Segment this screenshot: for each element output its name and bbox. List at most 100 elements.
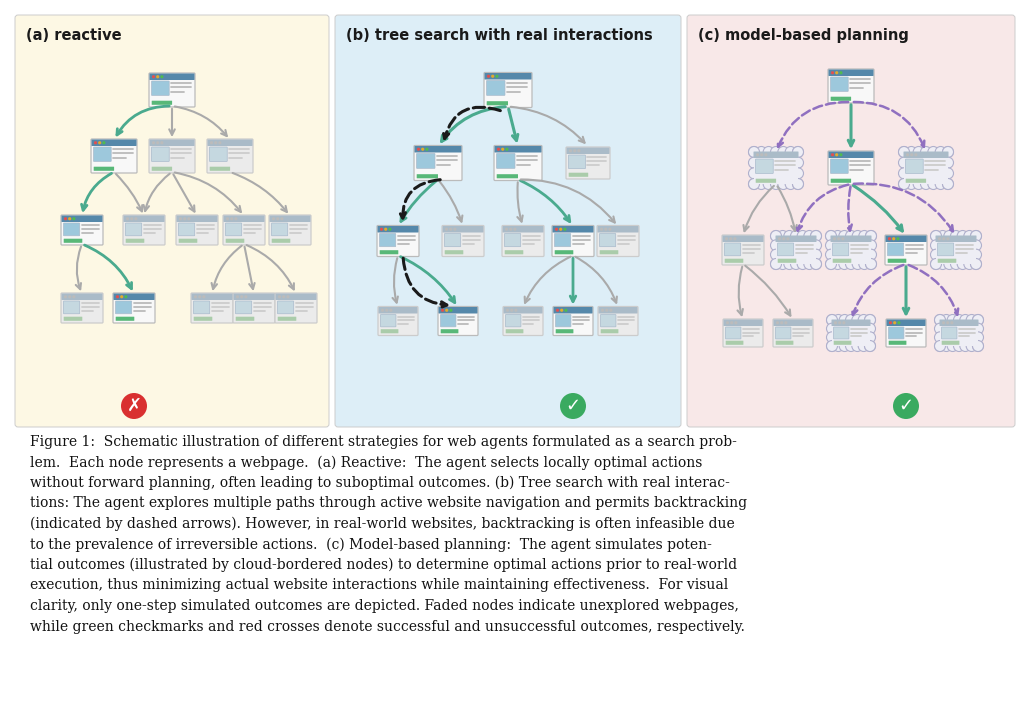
FancyBboxPatch shape — [554, 307, 593, 314]
Circle shape — [797, 259, 808, 270]
FancyBboxPatch shape — [725, 259, 743, 262]
Circle shape — [846, 231, 856, 241]
Circle shape — [944, 259, 954, 270]
Circle shape — [971, 231, 981, 241]
Circle shape — [505, 147, 509, 151]
Circle shape — [906, 153, 909, 156]
Text: ✓: ✓ — [898, 397, 913, 415]
FancyBboxPatch shape — [756, 159, 773, 174]
Circle shape — [121, 393, 147, 419]
FancyBboxPatch shape — [116, 317, 134, 321]
FancyBboxPatch shape — [178, 223, 195, 236]
Circle shape — [942, 147, 953, 158]
Circle shape — [749, 168, 760, 179]
Circle shape — [725, 237, 728, 240]
Circle shape — [506, 309, 509, 312]
Circle shape — [763, 147, 774, 158]
Circle shape — [608, 228, 611, 231]
Circle shape — [942, 168, 953, 179]
FancyBboxPatch shape — [831, 320, 870, 346]
FancyBboxPatch shape — [568, 173, 588, 177]
FancyBboxPatch shape — [381, 315, 396, 327]
Circle shape — [441, 309, 444, 312]
FancyBboxPatch shape — [506, 329, 523, 333]
FancyBboxPatch shape — [886, 236, 927, 242]
Circle shape — [906, 147, 916, 158]
FancyBboxPatch shape — [885, 235, 927, 265]
FancyBboxPatch shape — [278, 301, 294, 314]
FancyBboxPatch shape — [834, 341, 851, 345]
Circle shape — [947, 341, 958, 351]
FancyBboxPatch shape — [723, 319, 763, 347]
FancyBboxPatch shape — [828, 151, 874, 185]
Circle shape — [811, 259, 821, 270]
Circle shape — [124, 295, 128, 299]
Circle shape — [417, 147, 420, 151]
Circle shape — [953, 315, 965, 325]
Circle shape — [783, 259, 795, 270]
Circle shape — [777, 231, 788, 241]
Circle shape — [94, 141, 97, 145]
Circle shape — [842, 237, 845, 240]
FancyBboxPatch shape — [775, 327, 791, 339]
Circle shape — [786, 237, 790, 240]
Circle shape — [194, 295, 197, 299]
Circle shape — [785, 147, 797, 158]
Circle shape — [763, 179, 774, 189]
FancyBboxPatch shape — [225, 239, 245, 243]
Circle shape — [859, 259, 869, 270]
FancyBboxPatch shape — [552, 226, 594, 257]
Circle shape — [826, 315, 838, 325]
FancyBboxPatch shape — [414, 145, 462, 181]
Circle shape — [569, 149, 572, 153]
Circle shape — [897, 321, 900, 325]
FancyBboxPatch shape — [566, 147, 610, 179]
FancyBboxPatch shape — [600, 315, 616, 327]
Circle shape — [198, 295, 202, 299]
Circle shape — [749, 157, 760, 168]
Circle shape — [833, 231, 843, 241]
FancyBboxPatch shape — [555, 315, 571, 327]
FancyBboxPatch shape — [601, 329, 618, 333]
Circle shape — [730, 321, 733, 325]
FancyBboxPatch shape — [152, 147, 169, 161]
FancyBboxPatch shape — [484, 73, 531, 80]
Circle shape — [864, 341, 876, 351]
Circle shape — [509, 228, 512, 231]
FancyBboxPatch shape — [438, 307, 478, 335]
FancyBboxPatch shape — [754, 152, 798, 184]
Circle shape — [893, 393, 919, 419]
Circle shape — [770, 249, 781, 260]
FancyBboxPatch shape — [191, 294, 232, 300]
FancyBboxPatch shape — [725, 243, 740, 256]
Circle shape — [944, 231, 954, 241]
FancyBboxPatch shape — [726, 341, 743, 345]
FancyBboxPatch shape — [830, 97, 851, 100]
FancyBboxPatch shape — [888, 243, 904, 256]
Circle shape — [935, 341, 945, 351]
Circle shape — [971, 231, 981, 241]
Circle shape — [513, 228, 516, 231]
Circle shape — [272, 217, 275, 221]
Circle shape — [770, 259, 781, 270]
Circle shape — [73, 295, 76, 299]
FancyBboxPatch shape — [777, 243, 794, 256]
FancyBboxPatch shape — [503, 226, 544, 233]
FancyBboxPatch shape — [417, 174, 438, 179]
Circle shape — [973, 341, 983, 351]
Circle shape — [749, 179, 760, 189]
Circle shape — [931, 231, 941, 241]
Circle shape — [839, 259, 850, 270]
FancyBboxPatch shape — [905, 179, 926, 183]
Circle shape — [69, 217, 72, 221]
FancyBboxPatch shape — [61, 215, 103, 245]
Circle shape — [937, 231, 948, 241]
FancyBboxPatch shape — [61, 294, 102, 300]
Circle shape — [756, 147, 767, 158]
FancyBboxPatch shape — [777, 259, 797, 262]
FancyBboxPatch shape — [889, 341, 906, 345]
Circle shape — [161, 75, 164, 78]
FancyBboxPatch shape — [207, 139, 253, 173]
Circle shape — [778, 147, 788, 158]
Circle shape — [770, 240, 781, 251]
